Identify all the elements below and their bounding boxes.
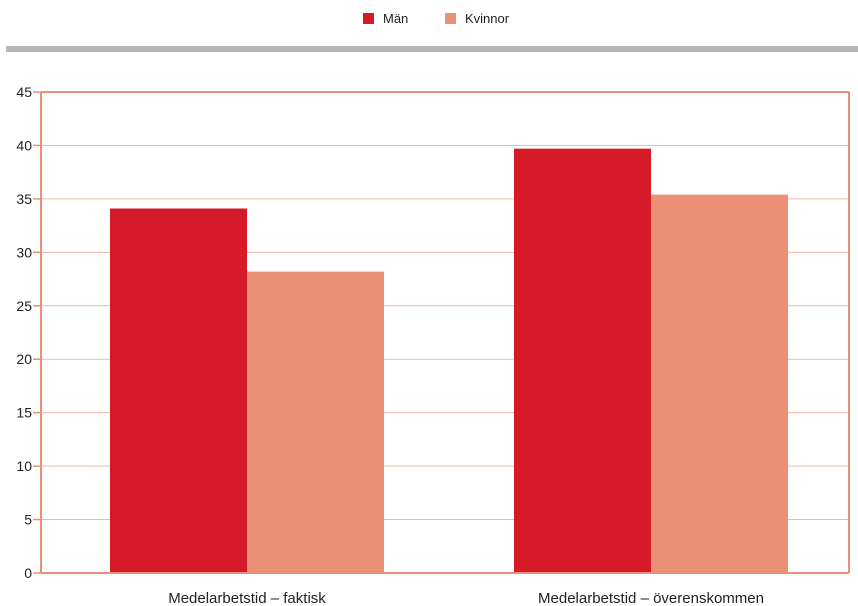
legend: Män Kvinnor <box>363 11 510 26</box>
y-tick-label: 25 <box>16 298 32 314</box>
y-tick-label: 45 <box>16 84 32 100</box>
legend-swatch <box>363 13 374 24</box>
legend-swatch <box>445 13 456 24</box>
legend-label: Kvinnor <box>465 11 510 26</box>
bar-man-1 <box>514 148 651 573</box>
bar-kvinnor-1 <box>651 194 788 573</box>
header-separator <box>6 46 858 52</box>
y-tick-label: 30 <box>16 244 32 260</box>
y-tick-label: 35 <box>16 191 32 207</box>
y-tick-label: 40 <box>16 137 32 153</box>
y-tick-label: 0 <box>24 565 32 581</box>
x-axis-labels: Medelarbetstid – faktisk Medelarbetstid –… <box>168 590 764 606</box>
legend-label: Män <box>383 11 408 26</box>
bars <box>110 148 788 573</box>
x-category-label: Medelarbetstid – faktisk <box>168 590 326 606</box>
y-axis-ticks: 0 5 10 15 20 25 30 35 40 45 <box>16 84 41 581</box>
bar-man-0 <box>110 208 247 573</box>
y-tick-label: 5 <box>24 512 32 528</box>
y-tick-label: 10 <box>16 458 32 474</box>
bar-kvinnor-0 <box>247 271 384 573</box>
y-tick-label: 20 <box>16 351 32 367</box>
y-tick-label: 15 <box>16 405 32 421</box>
axes <box>40 91 850 574</box>
x-category-label: Medelarbetstid – överenskommen <box>538 590 764 606</box>
